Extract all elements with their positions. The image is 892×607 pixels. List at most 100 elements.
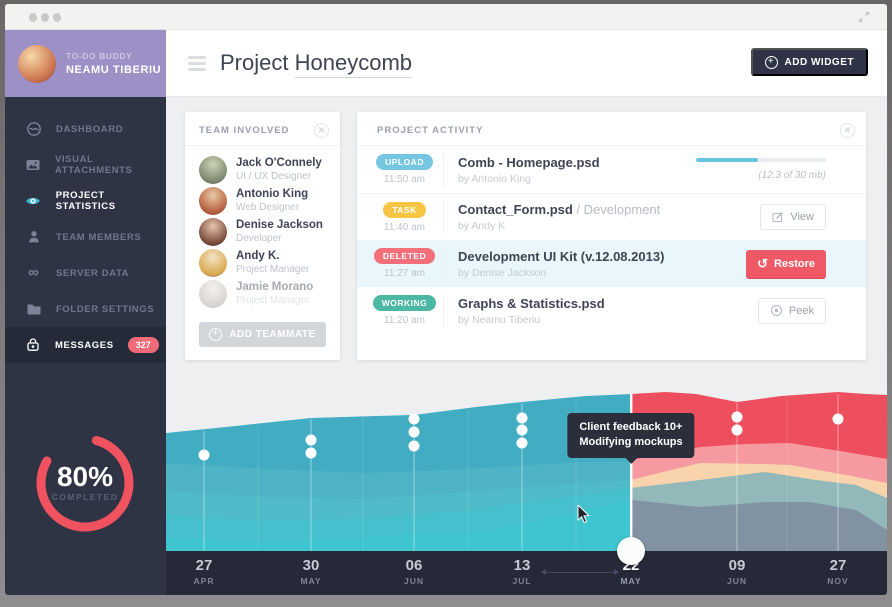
lock-icon <box>25 337 41 353</box>
tick-09-jun[interactable]: 09 JUN <box>726 557 748 586</box>
team-member-row[interactable]: Antonio King Web Designer <box>199 185 326 216</box>
mouse-cursor <box>577 505 590 524</box>
sidebar-item-dashboard[interactable]: DASHBOARD <box>5 111 166 147</box>
project-activity-panel: PROJECT ACTIVITY ✕ UPLOAD 11:50 am Comb … <box>357 112 866 360</box>
profile-card[interactable]: TO-DO BUDDY NEAMU TIBERIU <box>5 30 166 97</box>
tick-27-nov[interactable]: 27 NOV <box>827 557 849 586</box>
add-teammate-button[interactable]: ADD TEAMMATE <box>199 322 326 347</box>
avatar <box>199 279 227 308</box>
sidebar-nav: DASHBOARD VISUAL ATTACHMENTS PROJECT STA… <box>5 111 166 363</box>
activity-author: by Denise Jackson <box>458 266 547 279</box>
sidebar-item-server-data[interactable]: ∞ SERVER DATA <box>5 255 166 291</box>
peek-eye-icon <box>770 304 782 317</box>
member-name: Jamie Morano <box>236 281 314 293</box>
close-icon[interactable]: ✕ <box>840 123 855 138</box>
member-role: Project Manager <box>236 295 310 306</box>
status-badge: DELETED <box>373 248 436 264</box>
sidebar-item-visual-attachments[interactable]: VISUAL ATTACHMENTS <box>5 147 166 183</box>
view-button[interactable]: View <box>760 204 826 230</box>
avatar <box>18 44 56 83</box>
activity-title: Comb - Homepage.psd <box>458 154 600 170</box>
panel-title: PROJECT ACTIVITY <box>377 125 484 136</box>
dashboard-icon <box>25 121 42 137</box>
activity-row-working[interactable]: WORKING 11:20 am Graphs & Statistics.psd… <box>357 287 866 334</box>
team-member-row[interactable]: Jack O'Connely UI / UX Designer <box>199 154 326 185</box>
sidebar-item-team-members[interactable]: TEAM MEMBERS <box>5 219 166 255</box>
event-dots <box>198 411 844 461</box>
activity-author: by Neamu Tiberiu <box>458 313 541 326</box>
member-name: Denise Jackson <box>236 219 323 231</box>
progress-arc <box>36 436 134 532</box>
member-role: UI / UX Designer <box>236 171 312 182</box>
member-role: Project Manager <box>236 264 310 275</box>
infinity-icon: ∞ <box>28 264 39 281</box>
image-icon <box>25 157 41 173</box>
member-role: Web Designer <box>236 202 300 213</box>
restore-icon: ↺ <box>757 256 769 271</box>
eye-icon <box>25 193 42 209</box>
activity-row-task[interactable]: TASK 11:40 am Contact_Form.psd / Develop… <box>357 193 866 240</box>
plus-circle-icon <box>764 55 778 69</box>
selected-date-divider[interactable] <box>630 393 633 551</box>
avatar <box>199 155 227 184</box>
edit-icon <box>772 212 784 223</box>
menu-icon[interactable] <box>188 56 206 71</box>
status-badge: TASK <box>383 201 426 218</box>
member-name: Andy K. <box>236 250 280 262</box>
activity-author: by Antonio King <box>458 172 531 185</box>
close-icon[interactable]: ✕ <box>314 123 329 138</box>
content-header: Project Honeycomb ADD WIDGET <box>166 30 887 97</box>
activity-row-deleted[interactable]: DELETED 11:27 am Development UI Kit (v.1… <box>357 240 866 287</box>
messages-count-badge: 327 <box>127 337 159 353</box>
sidebar-item-label: TEAM MEMBERS <box>56 231 142 243</box>
activity-author: by Andy K <box>458 220 506 232</box>
folder-icon <box>25 301 42 317</box>
timestamp: 11:40 am <box>384 221 425 233</box>
sidebar-item-project-statistics[interactable]: PROJECT STATISTICS <box>5 183 166 219</box>
member-name: Antonio King <box>236 188 309 200</box>
app-window: TO-DO BUDDY NEAMU TIBERIU DASHBOARD VISU… <box>5 4 887 595</box>
activity-title: Development UI Kit (v.12.08.2013) <box>458 248 665 264</box>
timestamp: 11:50 am <box>384 174 425 185</box>
member-role: Developer <box>236 233 282 244</box>
sidebar: TO-DO BUDDY NEAMU TIBERIU DASHBOARD VISU… <box>5 30 166 595</box>
restore-button[interactable]: ↺ Restore <box>746 249 826 278</box>
sidebar-item-label: DASHBOARD <box>56 123 124 135</box>
mid-guide-lines <box>257 397 788 551</box>
team-member-row[interactable]: Andy K. Project Manager <box>199 247 326 278</box>
window-controls[interactable] <box>29 13 61 22</box>
timeline-axis: 27 APR 30 MAY 06 JUN 13 JUL 22 MAY 09 JUN 27 NO… <box>166 551 887 595</box>
sidebar-item-label: PROJECT STATISTICS <box>55 190 116 212</box>
profile-greeting: TO-DO BUDDY <box>66 51 133 61</box>
sidebar-item-label: FOLDER SETTINGS <box>56 303 155 315</box>
completion-ring: 80% COMPLETED <box>30 428 140 538</box>
team-member-row[interactable]: Jamie Morano Project Manager <box>199 278 326 309</box>
timeline-area-chart[interactable] <box>166 385 887 551</box>
peek-button[interactable]: Peek <box>757 297 826 324</box>
avatar <box>199 248 227 277</box>
profile-name: NEAMU TIBERIU <box>66 64 162 76</box>
status-badge: WORKING <box>372 295 437 311</box>
activity-row-upload[interactable]: UPLOAD 11:50 am Comb - Homepage.psd by A… <box>357 146 866 193</box>
timestamp: 11:27 am <box>384 268 425 279</box>
activity-title: Contact_Form.psd / Development <box>458 202 661 217</box>
tick-30-may[interactable]: 30 MAY <box>300 557 322 586</box>
timeline-handle[interactable] <box>617 537 645 565</box>
chart-right-segment <box>631 392 887 551</box>
completion-label: COMPLETED <box>51 492 119 502</box>
sidebar-item-folder-settings[interactable]: FOLDER SETTINGS <box>5 291 166 327</box>
user-icon <box>25 229 42 245</box>
team-member-row[interactable]: Denise Jackson Developer <box>199 216 326 247</box>
plus-circle-icon <box>209 328 223 341</box>
sidebar-item-messages[interactable]: MESSAGES 327 <box>5 327 166 363</box>
avatar <box>199 186 227 215</box>
tick-27-apr[interactable]: 27 APR <box>193 557 215 586</box>
chart-tooltip: Client feedback 10+ Modifying mockups <box>567 413 695 458</box>
tick-13-jul[interactable]: 13 JUL <box>512 557 532 586</box>
panel-title: TEAM INVOLVED <box>199 125 290 136</box>
resize-icon[interactable] <box>857 10 871 24</box>
activity-title: Graphs & Statistics.psd <box>458 295 605 311</box>
page-title: Project Honeycomb <box>220 50 412 78</box>
add-widget-button[interactable]: ADD WIDGET <box>750 48 868 76</box>
tick-06-jun[interactable]: 06 JUN <box>403 557 425 586</box>
